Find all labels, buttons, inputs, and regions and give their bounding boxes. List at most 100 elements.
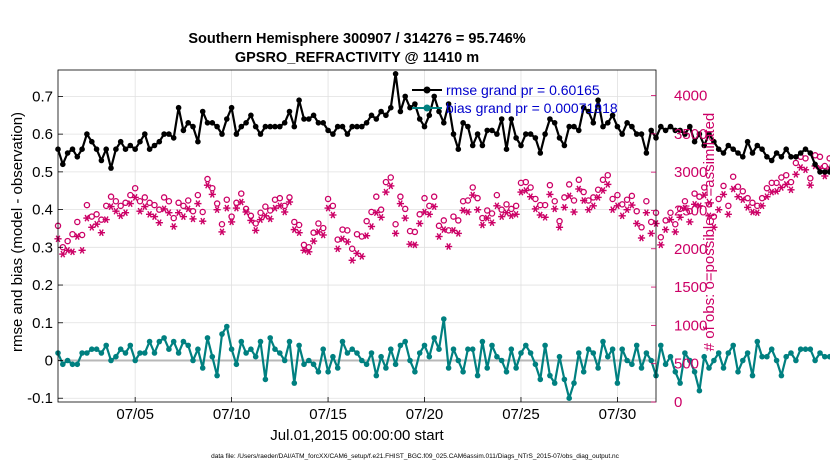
bias-point [812, 357, 818, 364]
rmse-point [262, 123, 269, 130]
bias-point [127, 342, 134, 349]
rmse-point [518, 142, 524, 149]
obs-possible-point [749, 199, 756, 207]
obs-assimilated-point [343, 238, 351, 246]
obs-possible-point [802, 155, 809, 162]
obs-possible-point [74, 218, 81, 226]
obs-assimilated-point [411, 241, 419, 249]
rmse-point [359, 123, 365, 130]
rmse-point [580, 104, 587, 111]
bias-point [113, 353, 119, 360]
obs-assimilated-point [661, 226, 670, 234]
bias-point [363, 361, 370, 368]
obs-assimilated-point [686, 218, 694, 226]
obs-assimilated-point [806, 181, 814, 189]
obs-assimilated-point [695, 202, 704, 210]
bias-point [715, 350, 722, 356]
obs-assimilated-point [155, 219, 163, 227]
obs-assimilated-point [445, 243, 453, 250]
bias-point [600, 338, 606, 345]
rmse-point [248, 112, 254, 119]
obs-assimilated-point [498, 213, 506, 221]
rmse-point [79, 146, 85, 152]
rmse-point [754, 142, 761, 149]
bias-point [580, 369, 587, 375]
bias-point [696, 387, 703, 394]
bias-point [706, 365, 712, 371]
obs-possible-point [705, 201, 713, 208]
y-left-tick-label: -0.1 [27, 390, 53, 407]
rmse-point [315, 120, 322, 126]
rmse-point [64, 150, 71, 156]
bias-point [826, 353, 830, 360]
obs-possible-point [117, 202, 124, 210]
obs-assimilated-point [604, 180, 612, 188]
x-tick-label: 07/15 [309, 406, 347, 423]
obs-assimilated-point [608, 206, 617, 214]
bias-point [450, 346, 457, 353]
bias-point [252, 353, 259, 360]
rmse-point [199, 108, 206, 115]
rmse-point [388, 104, 394, 111]
obs-possible-point [720, 182, 727, 190]
obs-possible-point [223, 196, 231, 203]
obs-possible-point [464, 197, 472, 204]
obs-assimilated-point [724, 210, 732, 218]
bias-point [219, 331, 225, 337]
legend-rmse-label: rmse grand pr = 0.60165 [446, 82, 600, 98]
obs-possible-point [373, 193, 380, 200]
obs-assimilated-point [372, 209, 380, 217]
bias-point [296, 342, 302, 349]
obs-possible-point [151, 201, 158, 209]
y-left-tick-label: 0.4 [32, 202, 53, 219]
obs-assimilated-point [223, 204, 231, 212]
x-tick-label: 07/10 [213, 406, 251, 423]
bias-point [224, 323, 230, 330]
bias-point [103, 342, 109, 349]
obs-assimilated-point [310, 237, 318, 245]
rmse-point [272, 123, 278, 130]
obs-assimilated-point [228, 218, 236, 226]
obs-assimilated-point [792, 170, 800, 178]
bias-point [551, 380, 558, 386]
rmse-point [69, 146, 76, 152]
obs-possible-point [628, 192, 636, 200]
obs-assimilated-point [290, 226, 298, 234]
obs-assimilated-point [565, 192, 573, 200]
obs-possible-point [411, 228, 419, 236]
obs-possible-point [657, 234, 665, 241]
rmse-point [228, 104, 235, 111]
obs-assimilated-point [768, 188, 776, 196]
bias-point [122, 350, 129, 356]
obs-assimilated-point [772, 187, 781, 195]
bias-point [146, 338, 153, 345]
obs-possible-point [551, 198, 558, 205]
rmse-point [117, 138, 124, 145]
obs-possible-point [324, 195, 332, 203]
y-right-tick-label: 3500 [674, 126, 707, 143]
obs-possible-point [609, 195, 616, 203]
bias-point [421, 342, 428, 349]
obs-assimilated-point [430, 203, 438, 211]
obs-assimilated-point [666, 216, 675, 224]
rmse-point [267, 123, 274, 130]
x-tick-label: 07/05 [116, 406, 154, 423]
obs-assimilated-point [555, 223, 564, 231]
obs-assimilated-point [743, 203, 752, 211]
bias-point [243, 350, 249, 356]
bias-point [339, 338, 346, 345]
obs-possible-point [647, 218, 655, 226]
obs-assimilated-point [358, 252, 366, 260]
obs-assimilated-point [237, 198, 245, 206]
rmse-point [711, 138, 717, 145]
bias-point [64, 357, 71, 364]
bias-point [315, 369, 322, 375]
obs-assimilated-point [671, 228, 679, 236]
y-right-tick-label: 3000 [674, 164, 707, 181]
bias-point [228, 346, 235, 353]
rmse-point [243, 120, 249, 126]
bias-point [416, 350, 423, 356]
rmse-point [619, 131, 625, 137]
obs-possible-point [252, 220, 259, 227]
rmse-point [108, 165, 114, 171]
